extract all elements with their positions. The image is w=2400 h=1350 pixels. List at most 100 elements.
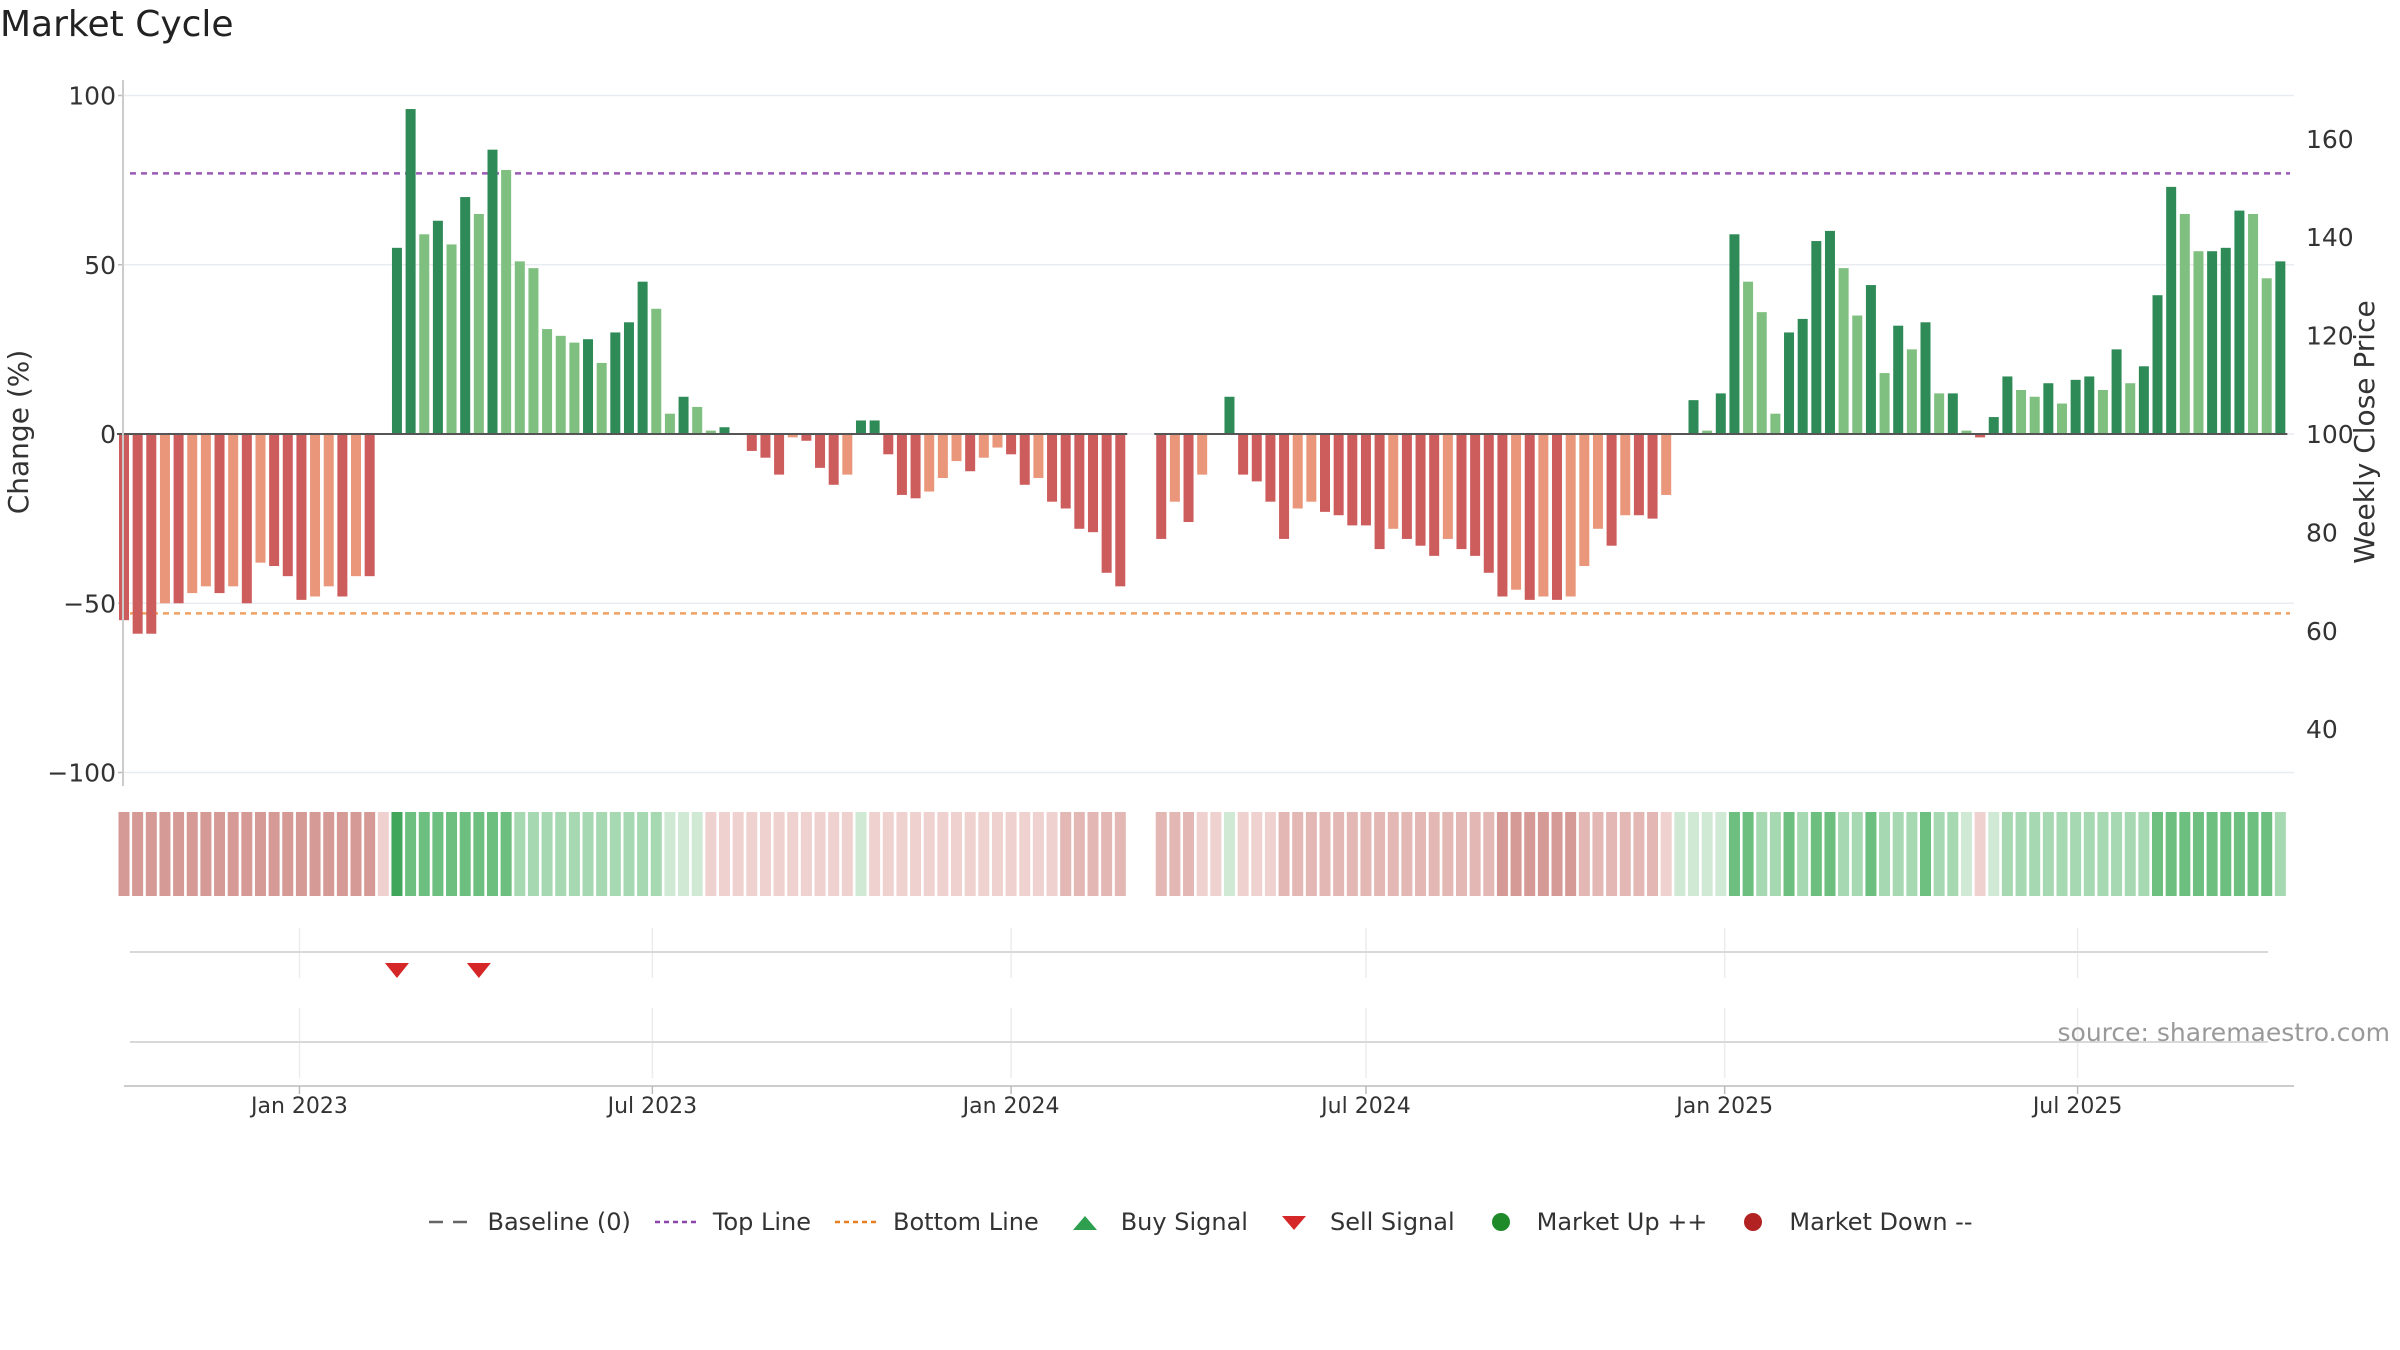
change-bar bbox=[992, 434, 1003, 448]
cycle-strip-cell bbox=[282, 812, 294, 896]
change-bar bbox=[296, 434, 307, 600]
cycle-strip-cell bbox=[1578, 812, 1590, 896]
change-bar bbox=[351, 434, 362, 577]
cycle-strip-cell bbox=[323, 812, 335, 896]
change-bar bbox=[1388, 434, 1399, 529]
y-tick-label-left: −50 bbox=[63, 589, 116, 618]
change-bar bbox=[2220, 247, 2231, 434]
cycle-strip-cell bbox=[2097, 812, 2109, 896]
cycle-strip-cell bbox=[964, 812, 976, 896]
change-bar bbox=[1333, 434, 1344, 516]
change-bar bbox=[1279, 434, 1290, 539]
cycle-strip-cell bbox=[1387, 812, 1399, 896]
change-bar bbox=[132, 434, 143, 634]
cycle-strip-cell bbox=[1223, 812, 1235, 896]
change-bar bbox=[664, 413, 675, 434]
cycle-strip-cell bbox=[118, 812, 130, 896]
change-bar bbox=[1101, 434, 1112, 573]
legend-key-icon bbox=[1491, 1213, 1510, 1231]
cycle-strip-cell bbox=[1251, 812, 1263, 896]
change-bar bbox=[637, 281, 648, 434]
y-tick-label-right: 100 bbox=[2306, 420, 2354, 449]
change-bar bbox=[2193, 251, 2204, 434]
cycle-strip-cell bbox=[814, 812, 826, 896]
change-bar bbox=[214, 434, 225, 594]
change-bar bbox=[2002, 376, 2013, 434]
cycle-strip-cell bbox=[186, 812, 198, 896]
change-bar bbox=[419, 234, 430, 434]
change-bar bbox=[2097, 389, 2108, 434]
change-bar bbox=[1087, 434, 1098, 533]
change-bar bbox=[1797, 318, 1808, 434]
change-bar bbox=[2207, 251, 2218, 434]
change-bar bbox=[1988, 417, 1999, 434]
cycle-strip-cell bbox=[2029, 812, 2041, 896]
y-tick-label-right: 160 bbox=[2306, 125, 2354, 154]
change-bar bbox=[1824, 230, 1835, 434]
change-bar bbox=[405, 109, 416, 434]
cycle-strip-cell bbox=[459, 812, 471, 896]
change-bar bbox=[1865, 285, 1876, 434]
change-bar bbox=[855, 420, 866, 434]
change-bar bbox=[2056, 403, 2067, 434]
cycle-strip-cell bbox=[1769, 812, 1781, 896]
cycle-strip-cell bbox=[1374, 812, 1386, 896]
cycle-strip-cell bbox=[1988, 812, 2000, 896]
cycle-strip-cell bbox=[1728, 812, 1740, 896]
legend-item: Market Up ++ bbox=[1477, 1208, 1707, 1236]
cycle-strip-cell bbox=[568, 812, 580, 896]
change-bar bbox=[1183, 434, 1194, 523]
x-tick-label: Jul 2023 bbox=[606, 1094, 698, 1119]
change-bar bbox=[937, 434, 948, 479]
change-bar bbox=[896, 434, 907, 495]
change-bar bbox=[255, 434, 266, 563]
cycle-strip-cell bbox=[377, 812, 389, 896]
change-bar bbox=[1879, 373, 1890, 434]
cycle-strip-cell bbox=[486, 812, 498, 896]
cycle-strip-cell bbox=[1906, 812, 1918, 896]
cycle-strip-cell bbox=[309, 812, 321, 896]
change-bar bbox=[1565, 434, 1576, 597]
cycle-strip-cell bbox=[1087, 812, 1099, 896]
change-bar bbox=[1033, 434, 1044, 479]
change-bar bbox=[1961, 430, 1972, 434]
cycle-strip-cell bbox=[691, 812, 703, 896]
cycle-strip-cell bbox=[1797, 812, 1809, 896]
cycle-strip-cell bbox=[1169, 812, 1181, 896]
change-bar bbox=[1006, 434, 1017, 455]
cycle-strip-cell bbox=[2220, 812, 2232, 896]
cycle-strip-cell bbox=[1442, 812, 1454, 896]
change-bar bbox=[1784, 332, 1795, 434]
cycle-strip-cell bbox=[1005, 812, 1017, 896]
change-bar bbox=[514, 261, 525, 434]
cycle-strip-cell bbox=[1879, 812, 1891, 896]
change-bar bbox=[1688, 400, 1699, 434]
change-bar bbox=[2234, 210, 2245, 434]
cycle-strip-cell bbox=[418, 812, 430, 896]
change-bar bbox=[1770, 413, 1781, 434]
change-bar bbox=[391, 247, 402, 434]
cycle-strip-cell bbox=[1210, 812, 1222, 896]
legend-label: Baseline (0) bbox=[487, 1208, 631, 1236]
cycle-strip-cell bbox=[1264, 812, 1276, 896]
cycle-strip-cell bbox=[828, 812, 840, 896]
legend-item: Sell Signal bbox=[1270, 1208, 1455, 1236]
cycle-strip-cell bbox=[1469, 812, 1481, 896]
change-bar bbox=[487, 149, 498, 434]
change-bar bbox=[1511, 434, 1522, 590]
y-tick-label-left: 0 bbox=[100, 420, 116, 449]
cycle-strip-cell bbox=[2192, 812, 2204, 896]
cycle-strip-cell bbox=[1237, 812, 1249, 896]
cycle-strip-cell bbox=[200, 812, 212, 896]
cycle-strip-cell bbox=[1524, 812, 1536, 896]
change-bar bbox=[787, 434, 798, 438]
change-bar bbox=[1852, 315, 1863, 434]
cycle-strip-cell bbox=[514, 812, 526, 896]
change-bar bbox=[1251, 434, 1262, 482]
cycle-strip-cell bbox=[678, 812, 690, 896]
cycle-strip-cell bbox=[882, 812, 894, 896]
cycle-strip-cell bbox=[2124, 812, 2136, 896]
cycle-strip-cell bbox=[432, 812, 444, 896]
cycle-strip-cell bbox=[473, 812, 485, 896]
legend: Baseline (0) Top Line Bottom Line Buy Signa… bbox=[0, 1208, 2400, 1236]
